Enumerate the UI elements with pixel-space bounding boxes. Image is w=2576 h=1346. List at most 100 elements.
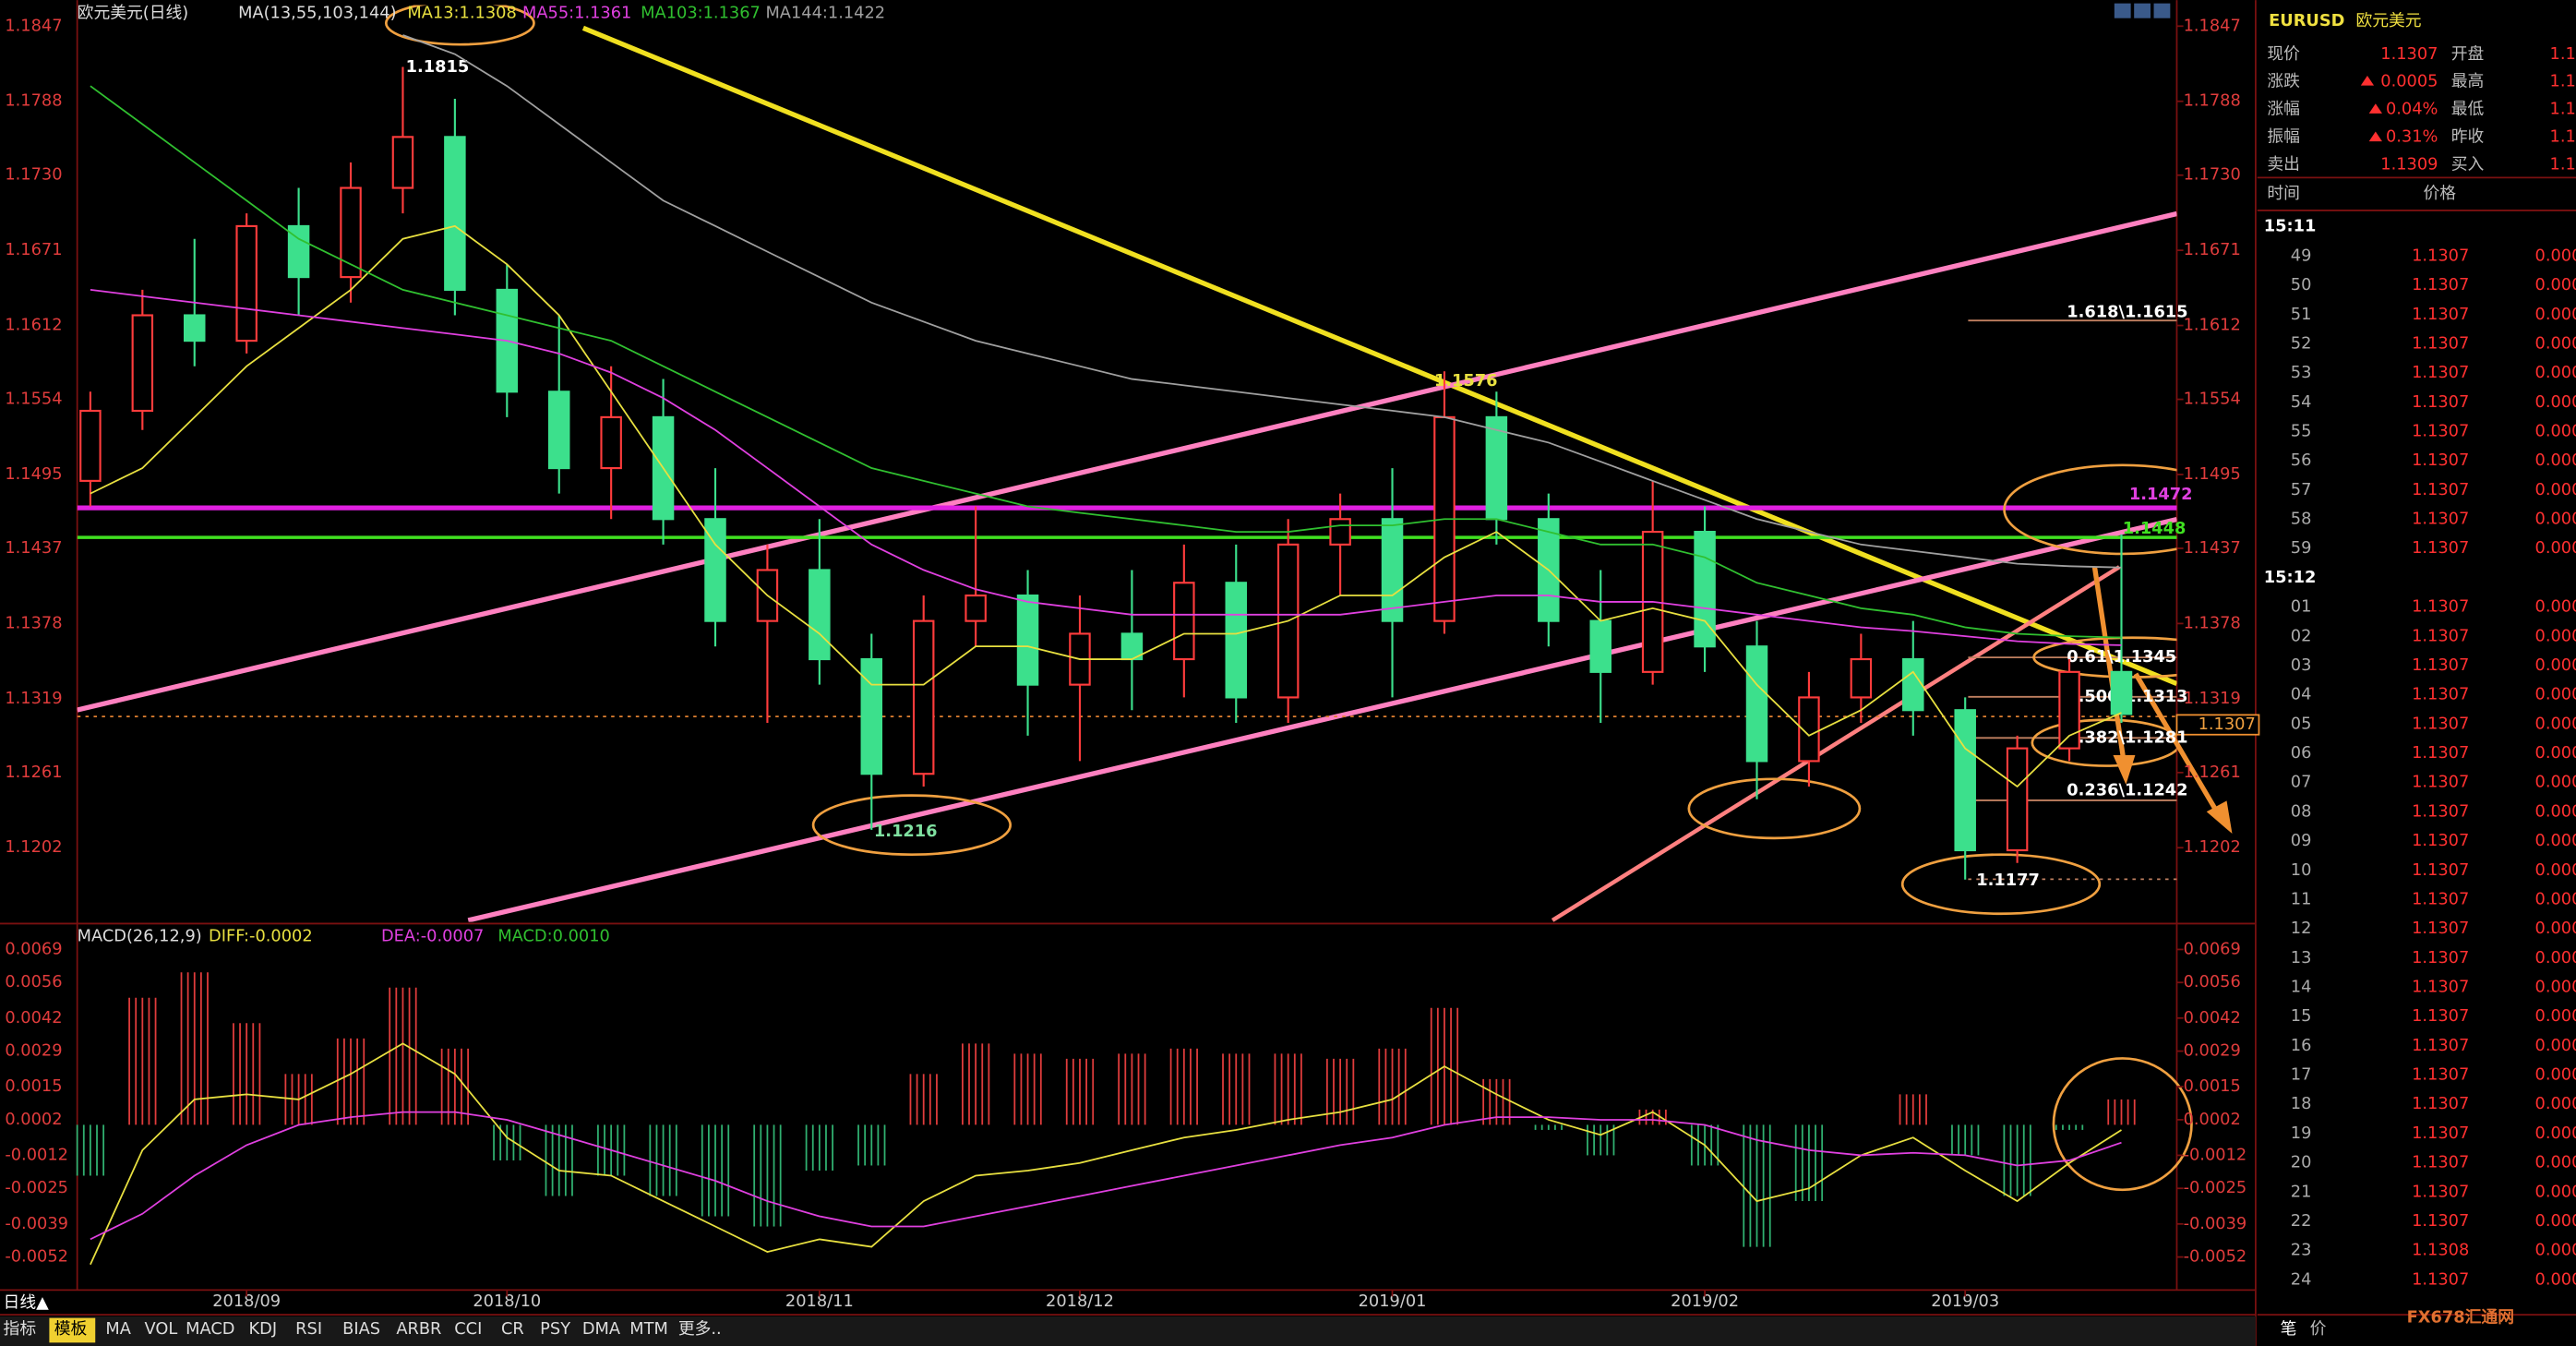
toolbar-item[interactable]: MACD (186, 1319, 234, 1339)
macd-title: MACD(26,12,9) (78, 927, 202, 946)
drawings (77, 5, 2177, 922)
tick-price: 1.1307 (2412, 1065, 2469, 1085)
toolbar-item[interactable]: VOL (145, 1319, 178, 1339)
window-button[interactable] (2134, 3, 2151, 18)
tick-volume: 0.000 (2535, 510, 2576, 529)
y-tick-label: 1.1261 (2184, 763, 2241, 782)
indicator: MA(13,55,103,144) (238, 3, 396, 22)
toolbar-item[interactable]: MTM (629, 1319, 668, 1339)
tick-price: 1.1307 (2412, 801, 2469, 821)
tick-price: 1.1307 (2412, 1036, 2469, 1055)
window-button[interactable] (2153, 3, 2171, 18)
tick-time: 56 (2291, 451, 2312, 470)
logo: FX678汇通网 (2407, 1308, 2514, 1328)
quote-value: 1.1 (2550, 72, 2576, 91)
y-tick-label: -0.0052 (2184, 1247, 2247, 1267)
arrows (2091, 566, 2233, 835)
tick-volume: 0.000 (2535, 626, 2576, 645)
y-tick-label: 1.1261 (5, 763, 62, 782)
candle-body (1589, 619, 1611, 673)
toolbar-item[interactable]: 模板 (54, 1319, 88, 1339)
tick-price: 1.1307 (2412, 743, 2469, 763)
candle-body (1850, 657, 1873, 699)
quote-value: 1.1 (2550, 100, 2576, 119)
y-tick-label: -0.0039 (5, 1214, 68, 1233)
tick-volume: 0.000 (2535, 1124, 2576, 1143)
panel-tab[interactable]: 笔 (2281, 1319, 2297, 1339)
tick-time: 23 (2291, 1241, 2312, 1260)
tick-volume: 0.000 (2535, 422, 2576, 441)
tick-time: 52 (2291, 333, 2312, 353)
toolbar-item[interactable]: 更多.. (678, 1319, 722, 1339)
toolbar-item[interactable]: ARBR (396, 1319, 441, 1339)
chart-title: 欧元美元(日线) (78, 3, 189, 22)
y-tick-label: 0.0069 (2184, 939, 2241, 958)
candle-body (184, 314, 206, 343)
quote-value: 0.0005 (2380, 72, 2438, 91)
toolbar-item[interactable]: DMA (582, 1319, 621, 1339)
tick-price: 1.1307 (2412, 363, 2469, 382)
tick-time: 13 (2291, 948, 2312, 967)
time-header: 15:12 (2264, 568, 2317, 587)
tick-time: 15 (2291, 1006, 2312, 1026)
annotation: 1.1815 (406, 57, 470, 77)
period[interactable]: 日线▲ (4, 1293, 50, 1313)
tick-price: 1.1307 (2412, 305, 2469, 324)
tick-volume: 0.000 (2535, 1094, 2576, 1113)
tick-price: 1.1308 (2412, 1241, 2469, 1260)
toolbar-item[interactable]: RSI (295, 1319, 322, 1339)
tick-volume: 0.000 (2535, 1269, 2576, 1289)
y-tick-label: 1.1730 (2184, 165, 2241, 185)
toolbar-item[interactable]: CR (501, 1319, 524, 1339)
tick-volume: 0.000 (2535, 919, 2576, 938)
candle-body (704, 518, 726, 622)
y-tick-label: 1.1202 (2184, 837, 2241, 857)
tick-time: 07 (2291, 773, 2312, 792)
y-tick-label: 1.1612 (2184, 316, 2241, 335)
quote-label: 现价 (2267, 44, 2300, 64)
toolbar-item[interactable]: CCI (454, 1319, 482, 1339)
panel-tab[interactable]: 价 (2310, 1319, 2327, 1339)
tick-volume: 0.000 (2535, 801, 2576, 821)
tick-time: 18 (2291, 1094, 2312, 1113)
toolbar-item[interactable]: PSY (540, 1319, 570, 1339)
tick-volume: 0.000 (2535, 1241, 2576, 1260)
candle-body (809, 569, 831, 661)
fib-label: 0.382\1.1281 (2067, 727, 2187, 747)
window-button[interactable] (2114, 3, 2131, 18)
quote-label: 最低 (2451, 100, 2485, 119)
tick-volume: 0.000 (2535, 392, 2576, 412)
tick-volume: 0.000 (2535, 1182, 2576, 1201)
y-tick-label: 1.1671 (5, 240, 62, 259)
quote-label: 买入 (2451, 154, 2485, 174)
toolbar-item[interactable]: BIAS (342, 1319, 380, 1339)
tick-time: 12 (2291, 919, 2312, 938)
y-tick-label: 1.1612 (5, 316, 62, 335)
toolbar-item[interactable]: 指标 (4, 1319, 37, 1339)
tick-time: 57 (2291, 480, 2312, 499)
tick-price: 1.1307 (2412, 1153, 2469, 1172)
candle-body (235, 224, 258, 343)
y-tick-label: -0.0025 (2184, 1178, 2247, 1197)
x-tick-label: 2018/12 (1046, 1292, 1114, 1311)
legend-entry: MA13:1.1308 (407, 3, 516, 22)
tick-price: 1.1307 (2412, 889, 2469, 908)
candle-body (912, 619, 935, 775)
tick-time: 05 (2291, 714, 2312, 733)
tick-volume: 0.000 (2535, 275, 2576, 294)
tick-time: 01 (2291, 597, 2312, 617)
quote-label: 最高 (2451, 72, 2485, 91)
tick-volume: 0.000 (2535, 1211, 2576, 1231)
toolbar-item[interactable]: MA (105, 1319, 131, 1339)
candle-body (600, 415, 622, 470)
x-tick-label: 2018/11 (785, 1292, 854, 1311)
tick-time: 10 (2291, 860, 2312, 880)
x-tick-label: 2018/10 (473, 1292, 541, 1311)
plot (79, 34, 2133, 880)
toolbar-item[interactable]: KDJ (248, 1319, 277, 1339)
candle-body (2006, 747, 2029, 852)
y-tick-label: 0.0056 (2184, 972, 2241, 991)
tick-volume: 0.000 (2535, 1006, 2576, 1026)
y-tick-label: 0.0069 (5, 939, 62, 958)
